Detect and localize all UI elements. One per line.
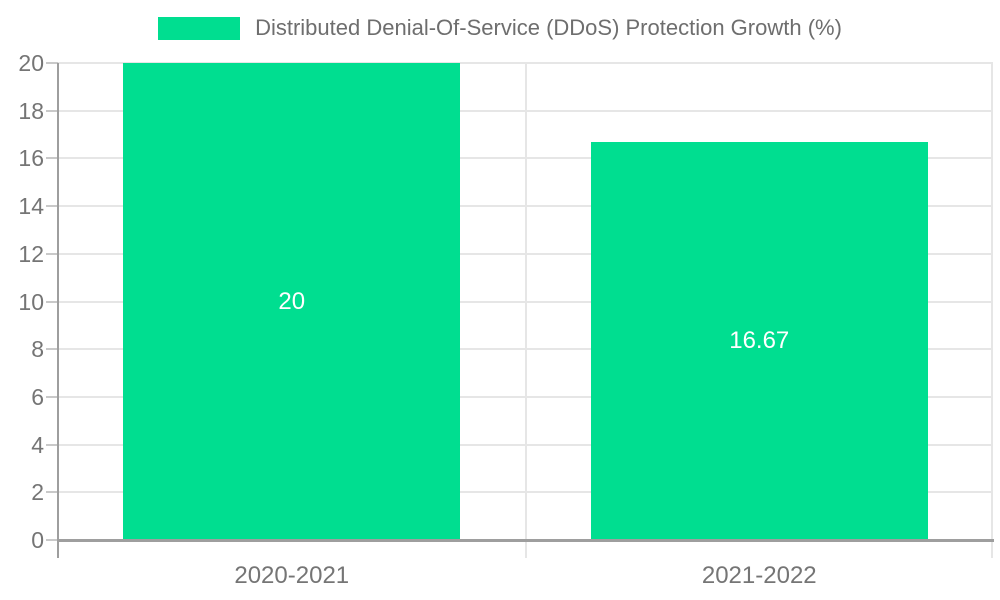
bar-value-label: 20: [278, 287, 306, 315]
y-tick-label: 20: [18, 50, 44, 76]
bar-value-label: 16.67: [729, 327, 790, 355]
y-tick-mark: [46, 395, 58, 398]
y-tick-label: 18: [18, 97, 44, 124]
y-tick-label: 8: [31, 336, 44, 363]
bar: [123, 63, 461, 540]
y-tick-label: 4: [31, 431, 44, 458]
y-tick-mark: [46, 443, 58, 446]
y-tick-label: 16: [18, 145, 44, 172]
y-axis-line: [57, 63, 59, 558]
chart-legend: Distributed Denial-Of-Service (DDoS) Pro…: [0, 14, 1000, 42]
legend-label: Distributed Denial-Of-Service (DDoS) Pro…: [255, 15, 842, 40]
y-tick-label: 12: [18, 240, 44, 267]
y-tick-mark: [46, 348, 58, 351]
y-tick-label: 2: [31, 479, 44, 506]
y-tick-mark: [46, 205, 58, 208]
y-tick-mark: [46, 157, 58, 160]
y-tick-label: 10: [18, 288, 44, 315]
x-tick-label: 2020-2021: [234, 562, 350, 589]
x-axis-line: [57, 539, 994, 542]
x-tick-label: 2021-2022: [701, 562, 817, 589]
y-tick-mark: [46, 252, 58, 255]
y-tick-mark: [46, 491, 58, 494]
v-gridline: [524, 63, 527, 558]
y-tick-mark: [46, 62, 58, 64]
y-tick-mark: [46, 539, 58, 541]
bar: [590, 142, 928, 540]
y-tick-label: 6: [31, 383, 44, 410]
y-tick-mark: [46, 300, 58, 303]
y-tick-label: 14: [18, 193, 44, 220]
y-tick-mark: [46, 109, 58, 112]
legend-swatch: [158, 16, 241, 40]
v-gridline: [991, 63, 993, 558]
y-tick-label: 0: [31, 527, 44, 553]
